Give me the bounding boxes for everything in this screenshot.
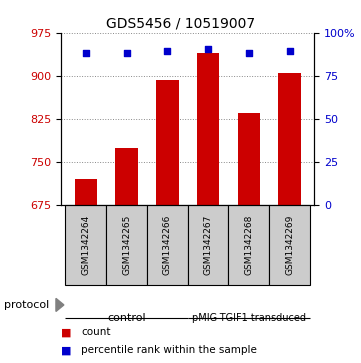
Text: control: control bbox=[107, 313, 146, 323]
Bar bbox=[75, 179, 97, 205]
Text: GSM1342268: GSM1342268 bbox=[244, 215, 253, 275]
Bar bbox=[156, 80, 179, 205]
Point bbox=[287, 48, 292, 54]
Bar bbox=[278, 73, 301, 205]
Polygon shape bbox=[56, 298, 64, 311]
Bar bbox=[269, 205, 310, 285]
Text: GSM1342267: GSM1342267 bbox=[204, 215, 213, 275]
Bar bbox=[65, 205, 106, 285]
Point bbox=[246, 50, 252, 56]
Text: ■: ■ bbox=[61, 327, 72, 337]
Bar bbox=[116, 148, 138, 205]
Text: percentile rank within the sample: percentile rank within the sample bbox=[81, 345, 257, 355]
Text: pMIG-TGIF1 transduced: pMIG-TGIF1 transduced bbox=[192, 313, 306, 323]
Point bbox=[165, 48, 170, 54]
Point bbox=[124, 50, 130, 56]
Bar bbox=[147, 205, 188, 285]
Text: GSM1342269: GSM1342269 bbox=[285, 215, 294, 275]
Point bbox=[205, 46, 211, 52]
Text: GDS5456 / 10519007: GDS5456 / 10519007 bbox=[106, 16, 255, 30]
Bar bbox=[197, 53, 219, 205]
Text: GSM1342264: GSM1342264 bbox=[81, 215, 90, 275]
Bar bbox=[106, 205, 147, 285]
Text: protocol: protocol bbox=[4, 300, 49, 310]
Bar bbox=[238, 113, 260, 205]
Text: count: count bbox=[81, 327, 111, 337]
Bar bbox=[229, 205, 269, 285]
Text: ■: ■ bbox=[61, 345, 72, 355]
Text: GSM1342265: GSM1342265 bbox=[122, 215, 131, 275]
Bar bbox=[188, 205, 229, 285]
Text: GSM1342266: GSM1342266 bbox=[163, 215, 172, 275]
Point bbox=[83, 50, 89, 56]
